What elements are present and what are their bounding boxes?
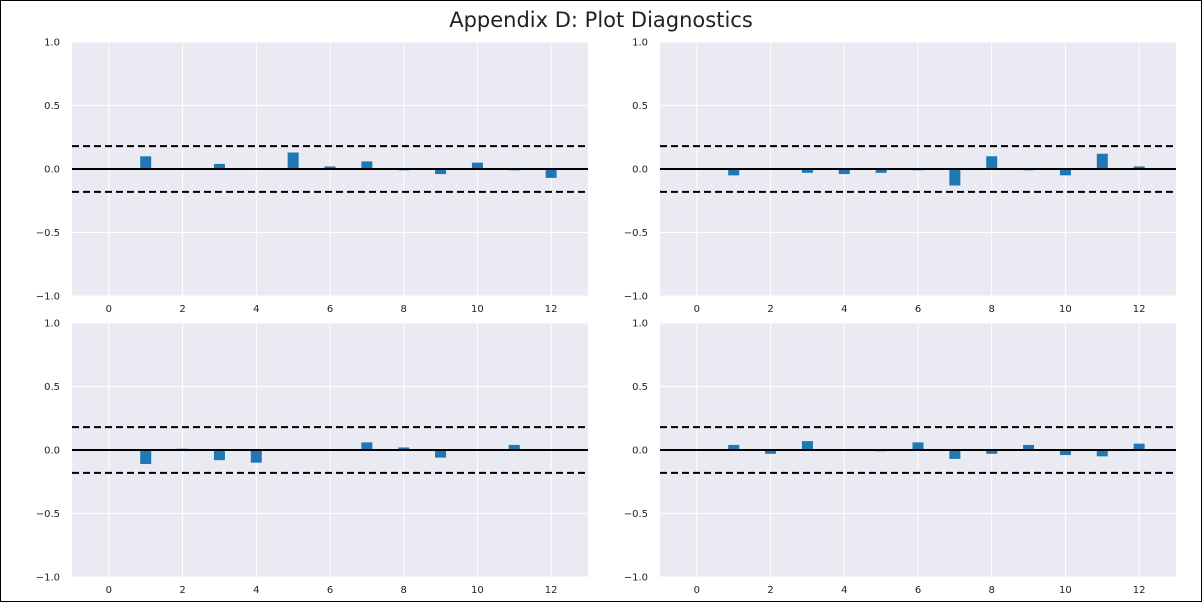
acf-bar [986,156,998,169]
y-tick-label: −0.5 [624,228,648,239]
x-tick-label: 12 [545,304,558,315]
x-tick-label: 2 [767,304,773,315]
acf-bar [471,162,483,169]
acf-bar [1096,450,1108,457]
acf-bar [949,450,961,459]
x-tick-label: 6 [327,585,333,596]
y-tick-label: 0.5 [44,382,60,393]
acf-bar [801,441,813,450]
acf-bar [728,444,740,450]
y-tick-label: −1.0 [36,292,60,303]
y-tick-label: −0.5 [36,509,60,520]
acf-bar [324,166,336,169]
y-tick-label: −1.0 [624,573,648,584]
y-tick-label: 0.5 [632,382,648,393]
acf-bar [140,450,152,464]
acf-bar [287,152,299,169]
x-tick-label: 2 [179,585,185,596]
x-tick-label: 2 [179,304,185,315]
x-tick-label: 12 [545,585,558,596]
y-tick-label: 0.0 [632,446,648,457]
y-tick-label: −1.0 [36,573,60,584]
acf-bar [1059,450,1071,456]
y-tick-label: −1.0 [624,292,648,303]
acf-bar [801,169,813,173]
y-tick-label: −0.5 [624,509,648,520]
acf-bar [1059,169,1071,176]
acf-bar [1133,166,1145,169]
acf-bar [361,161,373,169]
acf-bar [949,169,961,186]
acf-bar [398,447,410,450]
acf-bar [361,442,373,450]
x-tick-label: 0 [106,585,112,596]
x-tick-label: 8 [989,585,995,596]
x-tick-label: 4 [253,585,259,596]
acf-bar [838,169,850,175]
y-tick-label: 1.0 [632,38,648,49]
y-tick-label: −0.5 [36,228,60,239]
x-tick-label: 10 [1059,585,1072,596]
acf-bar [213,450,225,461]
acf-bar [508,444,520,450]
x-tick-label: 6 [915,304,921,315]
acf-bar [912,442,924,450]
x-tick-label: 0 [694,585,700,596]
x-tick-label: 4 [841,304,847,315]
acf-bar [875,169,887,173]
y-tick-label: 0.0 [632,165,648,176]
acf-bar [728,169,740,176]
acf-bar [1133,443,1145,450]
x-tick-label: 10 [471,585,484,596]
x-tick-label: 10 [471,304,484,315]
x-tick-label: 8 [401,304,407,315]
y-tick-label: 1.0 [44,38,60,49]
y-tick-label: 0.0 [44,165,60,176]
figure-title: Appendix D: Plot Diagnostics [449,8,753,32]
y-tick-label: 1.0 [632,319,648,330]
x-tick-label: 0 [106,304,112,315]
acf-bar [1096,153,1108,169]
acf-bar [986,450,998,454]
x-tick-label: 4 [841,585,847,596]
x-tick-label: 4 [253,304,259,315]
x-tick-label: 0 [694,304,700,315]
acf-bar [250,450,262,463]
x-tick-label: 10 [1059,304,1072,315]
acf-bar [1023,444,1035,450]
acf-bar [213,163,225,169]
x-tick-label: 6 [327,304,333,315]
x-tick-label: 6 [915,585,921,596]
acf-bar [435,169,447,175]
acf-bar [140,156,152,169]
x-tick-label: 8 [401,585,407,596]
y-tick-label: 0.0 [44,446,60,457]
y-tick-label: 1.0 [44,319,60,330]
y-tick-label: 0.5 [44,101,60,112]
x-tick-label: 12 [1133,585,1146,596]
y-tick-label: 0.5 [632,101,648,112]
x-tick-label: 8 [989,304,995,315]
acf-bar [545,169,557,178]
acf-bar [765,450,777,454]
acf-bar [435,450,447,458]
x-tick-label: 2 [767,585,773,596]
x-tick-label: 12 [1133,304,1146,315]
